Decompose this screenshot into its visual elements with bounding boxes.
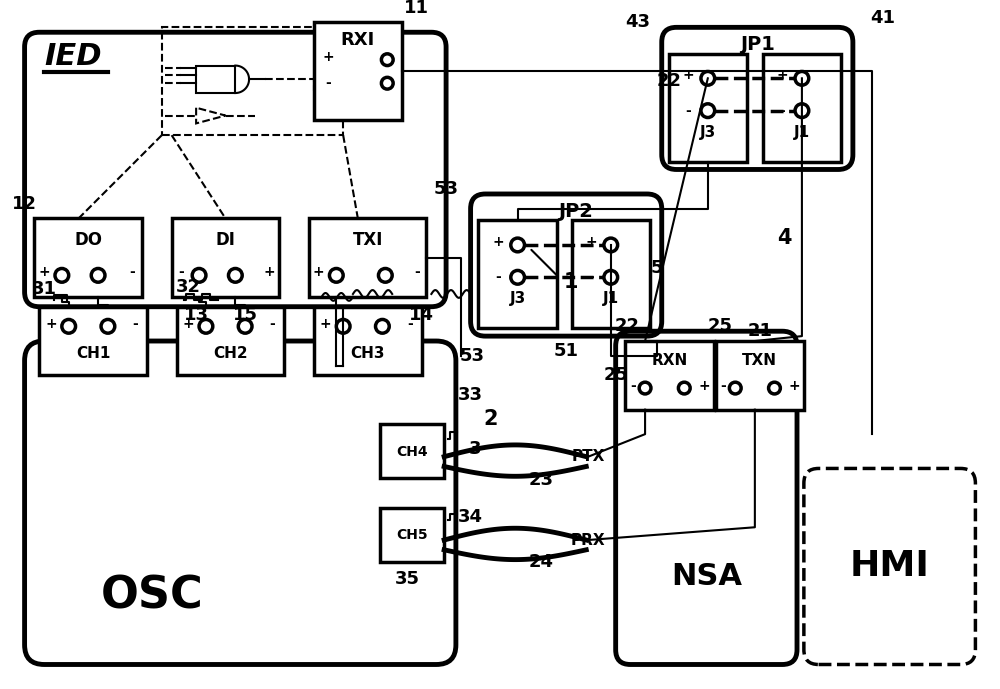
Text: J1: J1 — [603, 291, 619, 307]
Text: 25: 25 — [708, 318, 733, 336]
Text: -: - — [414, 265, 420, 280]
Text: 32: 32 — [176, 278, 201, 296]
Text: +: + — [182, 318, 194, 331]
Text: 53: 53 — [434, 180, 459, 198]
Text: 2: 2 — [483, 409, 497, 429]
Text: +: + — [264, 265, 275, 280]
Text: -: - — [495, 270, 501, 285]
Text: +: + — [313, 265, 324, 280]
Text: 23: 23 — [529, 471, 554, 489]
Text: PRX: PRX — [571, 533, 606, 548]
Text: -: - — [407, 318, 413, 331]
Text: -: - — [130, 265, 135, 280]
Text: 22: 22 — [657, 72, 682, 90]
Text: -: - — [132, 318, 138, 331]
Text: 33: 33 — [458, 386, 483, 404]
Bar — [380, 508, 444, 562]
Text: 12: 12 — [12, 195, 37, 213]
Bar — [763, 54, 841, 162]
Text: +: + — [492, 235, 504, 249]
Text: -: - — [588, 270, 594, 285]
Text: +: + — [38, 265, 50, 280]
Text: 14: 14 — [409, 305, 434, 324]
Text: PTX: PTX — [572, 449, 605, 464]
Text: -: - — [779, 103, 785, 118]
Text: OSC: OSC — [101, 575, 203, 617]
Text: +: + — [698, 379, 710, 393]
Bar — [309, 218, 426, 297]
Text: NSA: NSA — [671, 562, 742, 590]
Text: +: + — [682, 68, 694, 83]
Text: 11: 11 — [404, 0, 429, 17]
Text: +: + — [320, 318, 331, 331]
Text: 43: 43 — [625, 14, 650, 32]
Text: 4: 4 — [777, 228, 792, 248]
Bar — [716, 341, 804, 410]
Text: +: + — [776, 68, 788, 83]
Text: -: - — [326, 76, 331, 90]
Text: 1: 1 — [563, 272, 578, 292]
Text: 21: 21 — [747, 322, 772, 340]
Text: 53: 53 — [460, 347, 485, 364]
Bar — [380, 424, 444, 478]
Bar — [669, 54, 747, 162]
Text: DI: DI — [216, 231, 235, 249]
Bar — [478, 220, 557, 328]
Text: 31: 31 — [32, 280, 57, 298]
Text: +: + — [788, 379, 800, 393]
Text: CH2: CH2 — [213, 347, 248, 361]
Text: IED: IED — [44, 42, 102, 71]
Text: 13: 13 — [184, 305, 209, 324]
Text: 41: 41 — [870, 8, 895, 27]
Text: -: - — [179, 265, 184, 280]
Text: DO: DO — [74, 231, 102, 249]
Text: -: - — [630, 379, 636, 393]
FancyBboxPatch shape — [196, 65, 235, 93]
Text: 22: 22 — [615, 318, 640, 336]
Text: -: - — [685, 103, 691, 118]
Text: 3: 3 — [469, 440, 482, 458]
Text: JP2: JP2 — [559, 202, 593, 221]
Text: RXN: RXN — [651, 353, 688, 368]
Bar — [314, 307, 422, 376]
Text: 25: 25 — [603, 367, 628, 384]
Bar — [39, 307, 147, 376]
Text: 24: 24 — [529, 553, 554, 570]
Text: 5: 5 — [651, 258, 663, 276]
Text: J1: J1 — [794, 125, 810, 140]
Text: CH1: CH1 — [76, 347, 110, 361]
Text: -: - — [270, 318, 275, 331]
Bar — [625, 341, 714, 410]
Text: -: - — [721, 379, 726, 393]
Bar — [177, 307, 284, 376]
Text: 34: 34 — [458, 508, 483, 526]
Bar — [314, 23, 402, 121]
Bar — [172, 218, 279, 297]
Text: +: + — [45, 318, 57, 331]
Text: 51: 51 — [554, 342, 579, 360]
Text: CH3: CH3 — [350, 347, 385, 361]
Text: J3: J3 — [510, 291, 526, 307]
Text: +: + — [585, 235, 597, 249]
Bar — [162, 28, 343, 135]
Bar — [34, 218, 142, 297]
Text: 35: 35 — [394, 570, 419, 588]
Text: J3: J3 — [700, 125, 716, 140]
Text: CH5: CH5 — [396, 528, 428, 542]
Text: +: + — [323, 50, 334, 64]
Text: 15: 15 — [233, 305, 258, 324]
Bar — [572, 220, 650, 328]
Text: CH4: CH4 — [396, 445, 428, 459]
Text: HMI: HMI — [850, 549, 930, 584]
Text: JP1: JP1 — [740, 36, 775, 54]
Text: TXN: TXN — [742, 353, 777, 368]
Text: RXI: RXI — [341, 31, 375, 49]
Text: TXI: TXI — [352, 231, 383, 249]
